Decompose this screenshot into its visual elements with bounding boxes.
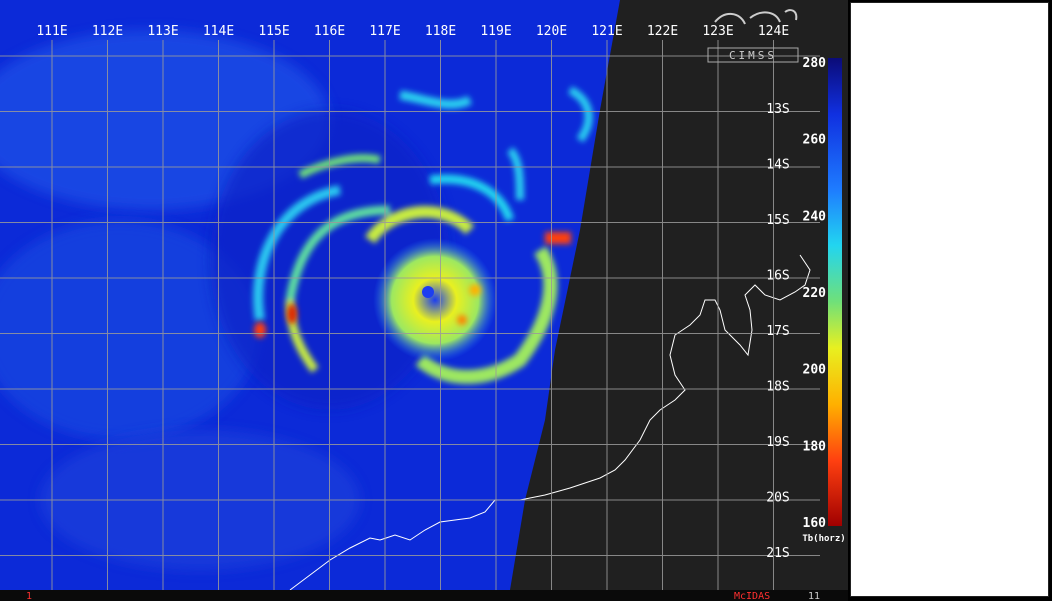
- footer-brand: McIDAS: [734, 591, 770, 601]
- colorbar-tick-label: 160: [803, 516, 827, 531]
- cimss-logo: CIMSS: [707, 9, 799, 63]
- latitude-label: 15S: [766, 213, 789, 228]
- longitude-label: 117E: [369, 24, 400, 39]
- latitude-label: 17S: [766, 324, 789, 339]
- longitude-label: 119E: [480, 24, 511, 39]
- latitude-label: 13S: [766, 102, 789, 117]
- colorbar-tick-label: 260: [803, 133, 827, 148]
- longitude-labels: 111E 112E 113E 114E 115E 116E 117E 118E 119E 120E…: [36, 24, 789, 39]
- satellite-map: 111E 112E 113E 114E 115E 116E 117E 118E 119E 120E…: [0, 0, 848, 601]
- latitude-label: 19S: [766, 435, 789, 450]
- longitude-label: 124E: [758, 24, 789, 39]
- latitude-label: 18S: [766, 380, 789, 395]
- logo-text: CIMSS: [729, 49, 777, 62]
- footer-bar: [0, 590, 848, 601]
- latitude-label: 20S: [766, 491, 789, 506]
- longitude-label: 112E: [92, 24, 123, 39]
- footer-frame-number: 1: [26, 591, 32, 601]
- colorbar-gradient: [828, 58, 842, 526]
- longitude-label: 113E: [147, 24, 178, 39]
- colorbar-tick-label: 280: [803, 56, 827, 71]
- side-panel: [850, 2, 1049, 597]
- colorbar-unit-label: Tb(horz): [802, 534, 845, 544]
- lat-lon-grid: [0, 40, 820, 590]
- colorbar-tick-label: 220: [803, 286, 827, 301]
- cyclone-core: [373, 238, 497, 362]
- longitude-label: 120E: [536, 24, 567, 39]
- longitude-label: 115E: [258, 24, 289, 39]
- latitude-label: 14S: [766, 158, 789, 173]
- colorbar-tick-label: 180: [803, 439, 827, 454]
- longitude-label: 116E: [314, 24, 345, 39]
- longitude-label: 123E: [702, 24, 733, 39]
- coastline-australia: [289, 254, 811, 591]
- footer-right-number: 11: [808, 591, 820, 601]
- longitude-label: 121E: [591, 24, 622, 39]
- longitude-label: 114E: [203, 24, 234, 39]
- colorbar-tick-label: 240: [803, 209, 827, 224]
- latitude-labels: 13S 14S 15S 16S 17S 18S 19S 20S 21S: [766, 102, 789, 561]
- longitude-label: 118E: [425, 24, 456, 39]
- longitude-label: 122E: [647, 24, 678, 39]
- longitude-label: 111E: [36, 24, 67, 39]
- latitude-label: 21S: [766, 546, 789, 561]
- colorbar: 280 260 240 220 200 180 160 Tb(horz): [802, 56, 845, 544]
- latitude-label: 16S: [766, 269, 789, 284]
- colorbar-tick-label: 200: [803, 363, 827, 378]
